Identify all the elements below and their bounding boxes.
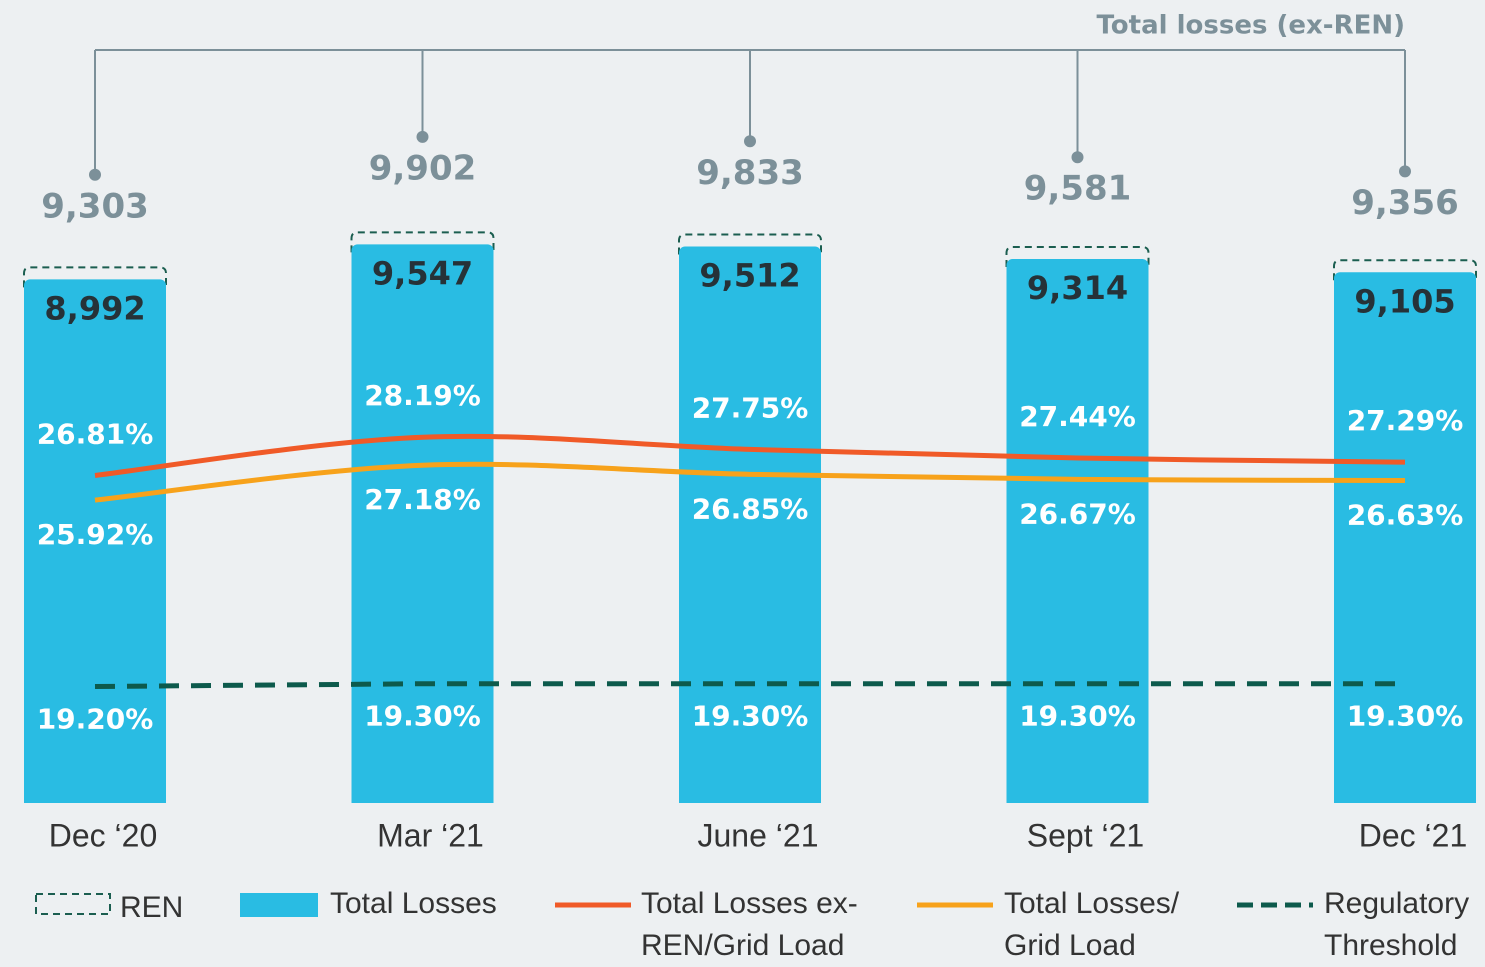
chart-title: Total losses (ex-REN) — [1097, 11, 1405, 41]
line-label: 27.18% — [364, 483, 481, 516]
bar-label: 9,547 — [372, 254, 473, 292]
bar — [679, 246, 821, 803]
legend-label: REN — [120, 891, 184, 924]
line-label: 19.20% — [37, 703, 154, 736]
x-tick-label: Dec ‘21 — [1359, 817, 1468, 853]
total-label: 9,902 — [369, 148, 477, 188]
x-tick-label: Dec ‘20 — [49, 817, 158, 853]
ren-box — [23, 266, 167, 288]
bar — [1334, 272, 1476, 803]
legend-mark — [240, 893, 318, 917]
legend-swatch — [1237, 902, 1313, 908]
ren-box — [1333, 259, 1477, 281]
x-tick-label: June ‘21 — [698, 817, 819, 853]
total-label: 9,581 — [1024, 169, 1132, 209]
bar-base — [24, 793, 166, 803]
ren-box — [1005, 246, 1150, 268]
bar-label: 8,992 — [44, 289, 145, 327]
line-label: 19.30% — [692, 700, 809, 733]
bracket-dot — [1071, 151, 1084, 164]
line-label: 26.85% — [692, 492, 809, 525]
line-label: 26.63% — [1347, 498, 1464, 531]
total-label: 9,303 — [41, 186, 149, 226]
line-label: 27.29% — [1347, 404, 1464, 437]
bar-label: 9,512 — [699, 257, 800, 295]
bar-base — [679, 793, 821, 803]
chart: Total losses (ex-REN) 9,303 9,902 9,833 9,5… — [23, 11, 1477, 853]
bar-base — [1334, 793, 1476, 803]
legend-label: Regulatory Threshold — [1324, 887, 1470, 962]
total-label: 9,833 — [696, 153, 804, 193]
ren-box — [678, 233, 822, 255]
line-label: 26.81% — [37, 417, 154, 450]
legend-label: Total Losses ex-REN/Grid Load — [641, 887, 858, 962]
bar-base — [351, 793, 494, 803]
bar-base — [1006, 793, 1149, 803]
line-label: 25.92% — [37, 518, 154, 551]
legend-swatch — [555, 902, 631, 908]
legend-swatch — [35, 893, 111, 915]
line-label: 26.67% — [1019, 497, 1136, 530]
bar — [1006, 259, 1149, 803]
bar — [351, 244, 494, 803]
bracket-dot — [744, 135, 756, 148]
legend-label: Total Losses/ Grid Load — [1004, 887, 1180, 962]
legend-swatch — [240, 893, 318, 917]
x-tick-label: Mar ‘21 — [377, 817, 484, 853]
legend-swatch — [917, 902, 993, 908]
bar — [24, 279, 166, 803]
bracket-dot — [1399, 165, 1411, 178]
line — [94, 433, 1406, 478]
bracket-dot — [416, 130, 429, 143]
legend-label: Total Losses — [330, 887, 497, 920]
legend-mark — [35, 893, 111, 915]
line-label: 19.30% — [1019, 700, 1136, 733]
line-label: 27.44% — [1019, 400, 1136, 433]
line — [94, 461, 1406, 503]
total-label: 9,356 — [1351, 183, 1459, 223]
ren-box — [350, 231, 495, 253]
line-label: 19.30% — [364, 700, 481, 733]
threshold-line — [94, 681, 1405, 690]
bar-label: 9,314 — [1027, 269, 1128, 307]
bar-label: 9,105 — [1354, 282, 1455, 320]
line-label: 27.75% — [692, 391, 809, 424]
line-label: 28.19% — [364, 379, 481, 412]
x-tick-label: Sept ‘21 — [1027, 817, 1144, 853]
bracket-dot — [89, 168, 101, 181]
line-label: 19.30% — [1347, 700, 1464, 733]
